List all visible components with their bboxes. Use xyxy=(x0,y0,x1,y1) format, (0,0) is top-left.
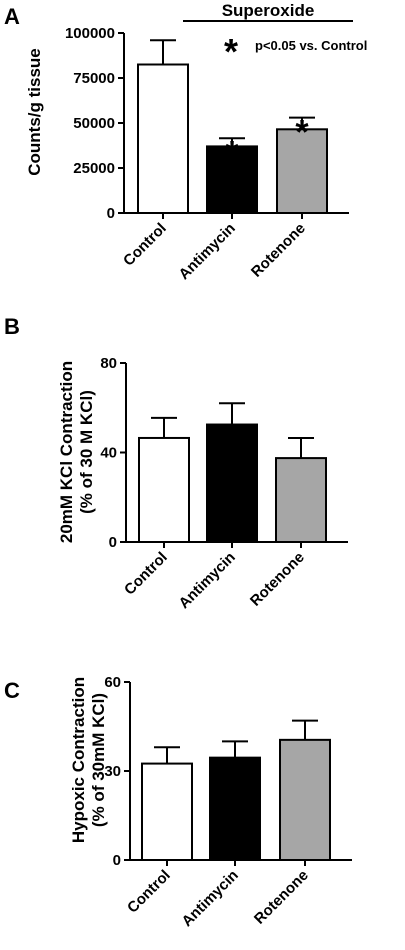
panel-a-letter: A xyxy=(4,4,20,29)
panel-b-y-tick-label: 40 xyxy=(100,445,117,462)
significance-legend-text: p<0.05 vs. Control xyxy=(255,38,367,53)
significance-star-icon-rotenone: * xyxy=(295,114,309,152)
panel-b-x-tick-label-rotenone: Rotenone xyxy=(247,549,308,610)
panel-a-bar-antimycin xyxy=(206,145,258,214)
panel-c-y-axis-title-line1: Hypoxic Contraction xyxy=(69,677,88,843)
panel-a-y-axis-title: Counts/g tissue xyxy=(25,48,44,176)
panel-a-y-tick-label: 100000 xyxy=(65,25,115,42)
panel-c-letter: C xyxy=(4,678,20,703)
panel-a-y-tick-label: 25000 xyxy=(73,160,115,177)
panel-b-letter: B xyxy=(4,314,20,339)
panel-b-y-axis-title-line1: 20mM KCl Contraction xyxy=(57,361,76,543)
panel-a-y-tick-label: 0 xyxy=(107,205,115,222)
panel-c-bar-rotenone xyxy=(279,738,331,861)
significance-star-icon-antimycin: * xyxy=(225,134,239,172)
panel-c-x-tick-label-antimycin: Antimycin xyxy=(179,867,242,930)
panel-a-x-tick-label-rotenone: Rotenone xyxy=(248,220,309,281)
panel-c-bar-antimycin xyxy=(209,756,261,862)
panel-a-x-tick-label-antimycin: Antimycin xyxy=(176,220,239,283)
panel-b-y-tick-label: 80 xyxy=(100,355,117,372)
panel-b-x-tick-label-control: Control xyxy=(121,549,171,599)
panel-b: B 20mM KCl Contraction (% of 30 M KCl) 0… xyxy=(4,314,348,612)
panel-b-y-axis-title-line2: (% of 30 M KCl) xyxy=(77,390,96,514)
panel-c-y-axis-title-line2: (% of 30mM KCl) xyxy=(89,693,108,827)
panel-c-plot: 0 30 60 Control Antimycin Rotenone xyxy=(104,674,352,930)
panel-c-x-tick-label-control: Control xyxy=(124,867,174,917)
panel-c-y-tick-label: 30 xyxy=(104,763,121,780)
panel-a-y-tick-label: 50000 xyxy=(73,115,115,132)
panel-c-bar-control xyxy=(141,762,193,861)
panel-b-y-tick-label: 0 xyxy=(109,534,117,551)
panel-c: C Hypoxic Contraction (% of 30mM KCl) 0 3… xyxy=(4,674,352,930)
panel-c-x-tick-label-rotenone: Rotenone xyxy=(251,867,312,928)
panel-a-plot: 0 25000 50000 75000 100000 Control Antimycin * R… xyxy=(65,25,349,283)
panel-c-y-tick-label: 0 xyxy=(113,852,121,869)
panel-b-bar-control xyxy=(138,436,190,543)
panel-b-x-tick-label-antimycin: Antimycin xyxy=(176,549,239,612)
panel-b-plot: 0 40 80 Control Antimycin Rotenone xyxy=(100,355,348,612)
panel-a-y-tick-label: 75000 xyxy=(73,70,115,87)
superoxide-group-label: Superoxide xyxy=(222,1,315,20)
panel-a: A Counts/g tissue Superoxide * p<0.05 vs… xyxy=(4,1,367,283)
panel-b-bar-rotenone xyxy=(275,457,327,543)
panel-c-y-tick-label: 60 xyxy=(104,674,121,691)
panel-b-bar-antimycin xyxy=(206,423,258,543)
panel-a-x-tick-label-control: Control xyxy=(120,220,170,270)
legend-star-icon: * xyxy=(224,31,238,72)
panel-a-bar-control xyxy=(137,63,189,214)
